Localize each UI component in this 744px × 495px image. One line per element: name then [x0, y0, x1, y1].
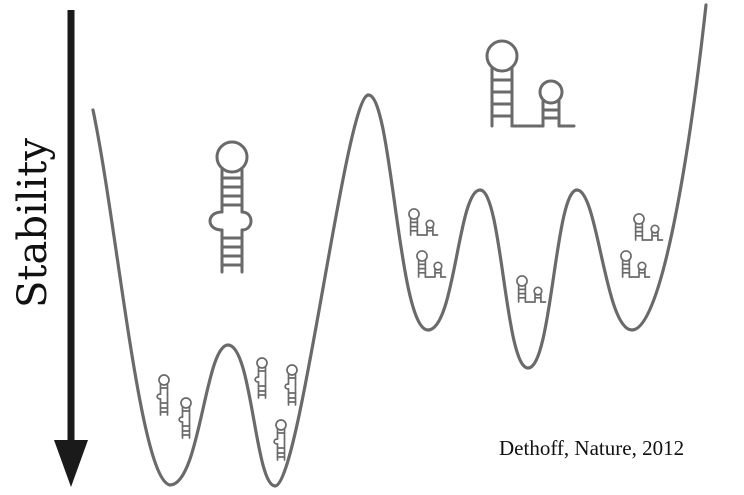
small-double-hairpin-icon	[633, 213, 664, 241]
small-hairpin-icon	[156, 374, 170, 416]
stability-label: Stability	[10, 138, 56, 308]
citation-text: Dethoff, Nature, 2012	[499, 436, 684, 460]
small-double-hairpin-icon	[620, 250, 651, 278]
double-hairpin-icon	[485, 39, 576, 128]
small-hairpin-icon	[254, 357, 268, 399]
small-hairpin-icon	[273, 419, 287, 461]
small-double-hairpin-icon	[408, 208, 439, 236]
single-hairpin-bulged-icon	[208, 140, 253, 274]
small-double-hairpin-icon	[416, 250, 447, 278]
stability-arrow-head	[54, 440, 88, 487]
energy-landscape-curve	[91, 3, 708, 488]
small-hairpin-icon	[178, 397, 192, 439]
small-hairpin-icon	[284, 364, 298, 406]
stability-arrow	[54, 10, 88, 487]
small-double-hairpin-icon	[516, 275, 547, 303]
